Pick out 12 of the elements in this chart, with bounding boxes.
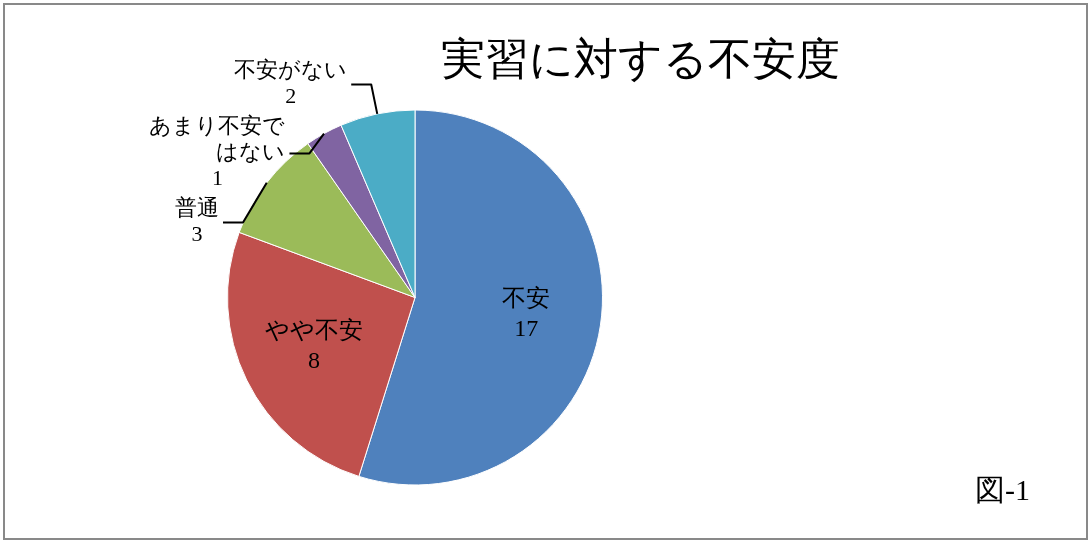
slice-label: 不安がない	[234, 57, 348, 83]
chart-title: 実習に対する不安度	[440, 34, 840, 84]
data-label: 1	[211, 165, 223, 191]
slice-label: やや不安	[265, 317, 363, 344]
slice-label: あまり不安ではない	[149, 113, 286, 165]
data-label: 2	[285, 83, 297, 109]
slice-label: 不安	[502, 284, 551, 311]
data-label: 17	[514, 314, 539, 341]
slice-label: 普通	[175, 195, 220, 221]
data-label: 3	[191, 221, 203, 247]
text: 図-1	[975, 472, 1030, 506]
data-label: 8	[308, 347, 320, 374]
